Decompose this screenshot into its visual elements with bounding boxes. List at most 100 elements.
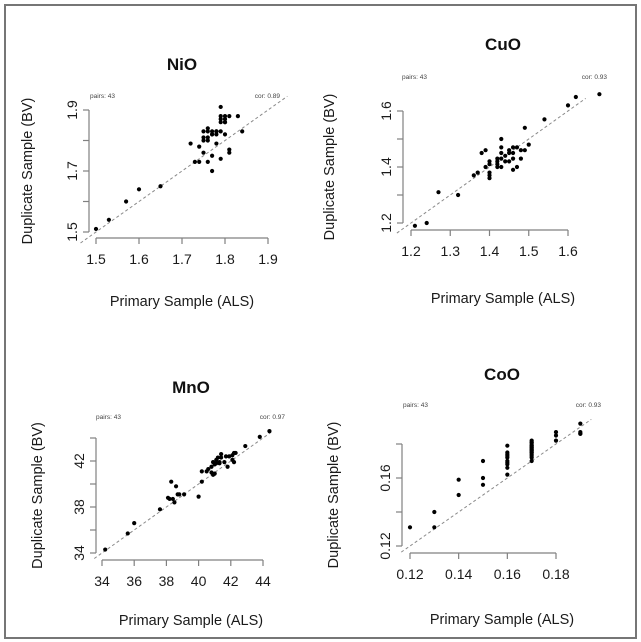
- chart-cuo-point: [436, 190, 441, 195]
- chart-nio-x-tick-label: 1.9: [258, 251, 278, 267]
- chart-cuo-x-tick-label: 1.4: [480, 243, 500, 259]
- chart-cuo-point: [495, 159, 500, 164]
- chart-cuo-point: [487, 170, 492, 175]
- chart-coo-point: [456, 492, 461, 498]
- chart-mno-point: [196, 494, 201, 499]
- chart-nio-point: [201, 135, 206, 140]
- chart-cuo-x-tick-label: 1.5: [519, 243, 539, 259]
- chart-cuo-y-tick-label: 1.2: [378, 213, 394, 233]
- chart-nio-point: [205, 135, 210, 140]
- chart-cuo-y-axis-label: Duplicate Sample (BV): [322, 94, 338, 241]
- chart-nio-point: [218, 104, 223, 110]
- chart-nio-point: [192, 159, 197, 164]
- chart-mno-y-tick-label: 34: [71, 545, 87, 561]
- chart-nio-point: [201, 129, 206, 134]
- chart-coo: CoO pairs: 43 cor: 0.93 0.12 0.16 0.12 0.14 0.1…: [326, 365, 601, 628]
- chart-mno-x-tick-label: 38: [159, 573, 175, 589]
- chart-mno-point: [217, 460, 222, 465]
- chart-cuo-point: [507, 148, 512, 153]
- chart-nio-point: [205, 129, 210, 134]
- chart-coo-point: [480, 458, 486, 464]
- chart-mno-point: [199, 479, 204, 484]
- chart-nio-point: [218, 120, 223, 125]
- chart-nio-point: [222, 117, 228, 122]
- chart-nio-point: [205, 159, 210, 164]
- chart-mno-point: [212, 471, 217, 476]
- chart-cuo-point: [499, 164, 504, 170]
- chart-coo-point: [529, 440, 534, 445]
- chart-mno-point: [225, 464, 230, 469]
- chart-nio-point: [222, 132, 228, 137]
- chart-coo-y-axis-label: Duplicate Sample (BV): [326, 422, 342, 569]
- chart-nio-x-tick-label: 1.5: [86, 251, 106, 267]
- chart-coo-x-tick-label: 0.18: [542, 566, 569, 582]
- chart-nio-point: [188, 141, 193, 146]
- chart-nio-point: [240, 129, 245, 134]
- chart-mno-y-tick-label: 42: [71, 453, 87, 469]
- chart-nio-point: [227, 150, 232, 155]
- chart-mno-point: [222, 460, 227, 465]
- chart-mno-x-tick-label: 42: [223, 573, 239, 589]
- chart-mno-point: [170, 496, 175, 502]
- chart-cuo-point: [483, 148, 488, 153]
- chart-coo-y-tick-label: 0.12: [377, 532, 393, 559]
- chart-mno-point: [103, 547, 108, 552]
- chart-mno-point: [219, 452, 224, 457]
- chart-nio-x-tick-label: 1.8: [215, 251, 235, 267]
- chart-nio-y-axis-label: Duplicate Sample (BV): [20, 98, 36, 245]
- chart-mno-point: [173, 484, 179, 489]
- chart-nio-point: [227, 114, 232, 119]
- chart-cuo-point: [503, 153, 508, 158]
- chart-coo-reference-line: [400, 418, 592, 553]
- chart-mno-reference-line: [93, 430, 273, 559]
- chart-cuo-x-tick-label: 1.3: [441, 243, 461, 259]
- chart-cuo-x-axis-label: Primary Sample (ALS): [431, 291, 575, 307]
- chart-mno-point: [182, 492, 187, 497]
- chart-mno-point: [199, 469, 204, 474]
- chart-nio-point: [235, 114, 240, 119]
- chart-nio-point: [106, 217, 111, 222]
- chart-cuo-point: [499, 145, 504, 150]
- chart-mno-y-axis-label: Duplicate Sample (BV): [30, 422, 46, 569]
- chart-cuo-point: [499, 156, 504, 161]
- chart-mno-point: [223, 454, 229, 459]
- chart-nio-title: NiO: [167, 55, 197, 74]
- chart-nio-point: [222, 114, 228, 119]
- chart-cuo-point: [565, 103, 571, 108]
- chart-cuo-point: [510, 150, 516, 156]
- chart-nio-point: [210, 153, 215, 158]
- chart-cuo-point: [514, 164, 520, 170]
- chart-nio-point: [197, 144, 202, 149]
- chart-nio-y-tick-label: 1.5: [64, 222, 80, 242]
- chart-coo-point: [480, 475, 486, 481]
- chart-cuo-title: CuO: [485, 35, 521, 54]
- chart-cuo-point: [510, 145, 516, 150]
- chart-mno-title: MnO: [172, 378, 210, 397]
- chart-coo-point: [432, 525, 437, 530]
- chart-nio-point: [227, 147, 232, 152]
- chart-nio-point: [214, 129, 219, 134]
- chart-cuo-point: [487, 159, 492, 164]
- chart-coo-point: [553, 438, 559, 443]
- chart-nio-point: [218, 129, 223, 134]
- chart-mno-x-tick-label: 34: [94, 573, 110, 589]
- chart-nio-point: [93, 226, 99, 232]
- chart-mno-x-axis-label: Primary Sample (ALS): [119, 613, 263, 629]
- chart-coo-point: [505, 472, 510, 477]
- chart-nio-point: [201, 150, 206, 155]
- chart-mno-point: [167, 496, 172, 502]
- chart-cuo-point: [573, 94, 578, 100]
- chart-mno-x-tick-label: 40: [191, 573, 207, 589]
- chart-coo-point: [505, 458, 510, 464]
- chart-mno-point: [132, 521, 137, 526]
- chart-coo-point: [578, 431, 583, 436]
- chart-cuo-point: [499, 136, 504, 142]
- chart-cuo-point: [526, 142, 531, 147]
- chart-nio-point: [210, 168, 215, 174]
- chart-mno-point: [214, 461, 219, 466]
- chart-cuo-point: [456, 192, 461, 198]
- chart-nio-point: [210, 129, 215, 134]
- chart-mno-point: [233, 450, 238, 456]
- chart-cuo-point: [510, 156, 516, 161]
- chart-nio-point: [136, 187, 142, 192]
